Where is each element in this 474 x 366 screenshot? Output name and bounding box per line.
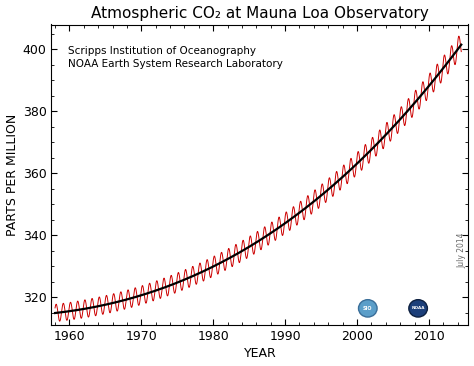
Ellipse shape: [409, 300, 428, 317]
X-axis label: YEAR: YEAR: [244, 347, 276, 361]
Text: Scripps Institution of Oceanography
NOAA Earth System Research Laboratory: Scripps Institution of Oceanography NOAA…: [68, 45, 283, 69]
Ellipse shape: [358, 300, 377, 317]
Text: July 2014: July 2014: [458, 232, 467, 268]
Text: SIO: SIO: [363, 306, 373, 311]
Y-axis label: PARTS PER MILLION: PARTS PER MILLION: [6, 114, 18, 236]
Title: Atmospheric CO₂ at Mauna Loa Observatory: Atmospheric CO₂ at Mauna Loa Observatory: [91, 5, 429, 20]
Text: NOAA: NOAA: [411, 306, 425, 310]
